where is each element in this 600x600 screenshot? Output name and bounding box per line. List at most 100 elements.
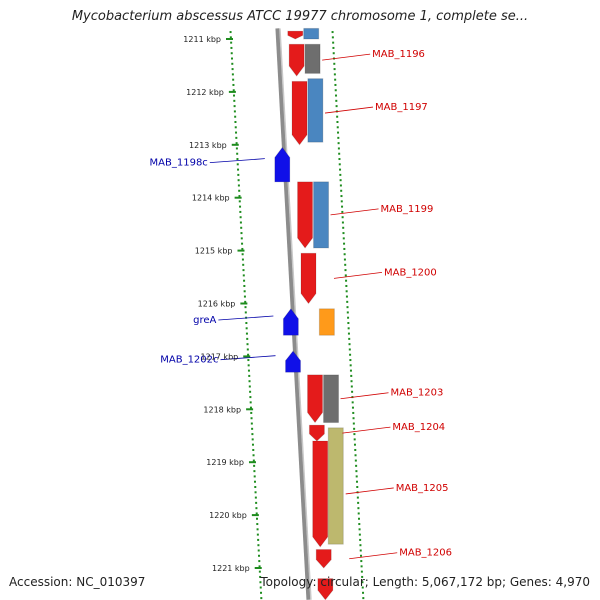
track-dot xyxy=(353,427,356,430)
track-dot xyxy=(358,528,361,531)
feature-box xyxy=(307,78,324,143)
track-dot xyxy=(241,242,244,245)
track-dot xyxy=(358,533,361,536)
track-dot xyxy=(338,152,341,155)
track-dot xyxy=(254,496,257,499)
track-dot xyxy=(337,142,340,145)
track-dot xyxy=(359,549,362,552)
ruler-tick-label: 1212 kbp xyxy=(186,88,224,97)
track-dot xyxy=(233,105,236,108)
track-dot xyxy=(243,295,246,298)
track-dot xyxy=(347,316,350,319)
track-dot xyxy=(360,554,363,557)
track-dot xyxy=(356,486,359,489)
track-dot xyxy=(246,343,249,346)
reverse-gene-arrow xyxy=(282,307,299,336)
track-dot xyxy=(254,486,257,489)
track-dot xyxy=(337,136,340,139)
track-dot xyxy=(361,581,364,584)
track-dot xyxy=(338,158,341,161)
track-dot xyxy=(237,184,240,187)
track-dot xyxy=(335,94,338,97)
track-dot xyxy=(359,544,362,547)
track-dot xyxy=(359,538,362,541)
track-dot xyxy=(347,327,350,330)
track-dot xyxy=(336,120,339,123)
ruler-tick-label: 1216 kbp xyxy=(198,300,236,309)
ruler-tick-mark xyxy=(237,249,245,252)
track-dot xyxy=(238,195,241,198)
ruler-tick-mark xyxy=(228,90,236,93)
track-dot xyxy=(354,459,357,462)
track-dot xyxy=(357,512,360,515)
track-dot xyxy=(259,586,262,589)
track-dot xyxy=(230,46,233,49)
track-dot xyxy=(253,480,256,483)
gene-label-layer: MAB_1196 MAB_1197 MAB_1198c MAB_1199 MAB_120… xyxy=(150,49,452,560)
track-dot xyxy=(256,528,259,531)
track-dot xyxy=(335,105,338,108)
track-dot xyxy=(352,417,355,420)
track-dot xyxy=(257,538,260,541)
track-dot xyxy=(339,168,342,171)
track-dot xyxy=(344,269,347,272)
inner-dotted-track xyxy=(229,31,263,600)
gene-label: MAB_1203 xyxy=(391,388,444,399)
track-dot xyxy=(360,570,363,573)
track-dot xyxy=(334,83,337,86)
track-dot xyxy=(335,99,338,102)
outer-dotted-track xyxy=(331,31,365,600)
track-dot xyxy=(230,41,233,44)
track-dot xyxy=(338,163,341,166)
ruler-tick-mark xyxy=(243,355,251,358)
track-dot xyxy=(251,427,254,430)
track-dot xyxy=(348,348,351,351)
map-title: Mycobacterium abscessus ATCC 19977 chrom… xyxy=(71,9,529,24)
track-dot xyxy=(350,380,353,383)
track-dot xyxy=(345,279,348,282)
track-dot xyxy=(355,470,358,473)
track-dot xyxy=(331,31,334,34)
track-dot xyxy=(349,359,352,362)
track-dot xyxy=(246,348,249,351)
track-dot xyxy=(257,549,260,552)
gene-label-leader xyxy=(209,158,265,164)
track-dot xyxy=(341,210,344,213)
track-dot xyxy=(250,417,253,420)
track-dot xyxy=(353,438,356,441)
track-dot xyxy=(258,565,261,568)
track-dot xyxy=(344,263,347,266)
track-dot xyxy=(343,247,346,250)
track-dot xyxy=(355,480,358,483)
gene-label: MAB_1197 xyxy=(375,102,428,113)
track-dot xyxy=(241,247,244,250)
track-dot xyxy=(336,115,339,118)
forward-gene-arrow xyxy=(297,181,314,249)
track-dot xyxy=(236,163,239,166)
track-dot xyxy=(242,263,245,266)
track-dot xyxy=(229,36,232,39)
track-dot xyxy=(355,475,358,478)
track-dot xyxy=(239,221,242,224)
track-dot xyxy=(348,337,351,340)
forward-gene-arrow xyxy=(291,80,308,146)
track-dot xyxy=(253,464,256,467)
track-dot xyxy=(332,41,335,44)
ruler-tick-label: 1218 kbp xyxy=(203,405,241,414)
gene-label-leader xyxy=(218,315,274,321)
gene-label-leader xyxy=(342,426,391,434)
forward-gene-arrow xyxy=(288,43,305,77)
summary-text: Topology: circular; Length: 5,067,172 bp… xyxy=(260,575,590,589)
ruler-layer: 1211 kbp 1212 kbp 1213 kbp 1214 kbp 1215 kbp… xyxy=(183,35,262,573)
track-dot xyxy=(255,517,258,520)
gene-label-leader xyxy=(349,552,398,560)
ruler-tick-mark xyxy=(234,196,242,199)
track-dot xyxy=(237,173,240,176)
gene-label-leader xyxy=(333,271,383,279)
ruler-tick-label: 1211 kbp xyxy=(183,35,221,44)
track-dot xyxy=(332,46,335,49)
track-dot xyxy=(333,68,336,71)
track-dot xyxy=(259,581,262,584)
track-dot xyxy=(340,200,343,203)
